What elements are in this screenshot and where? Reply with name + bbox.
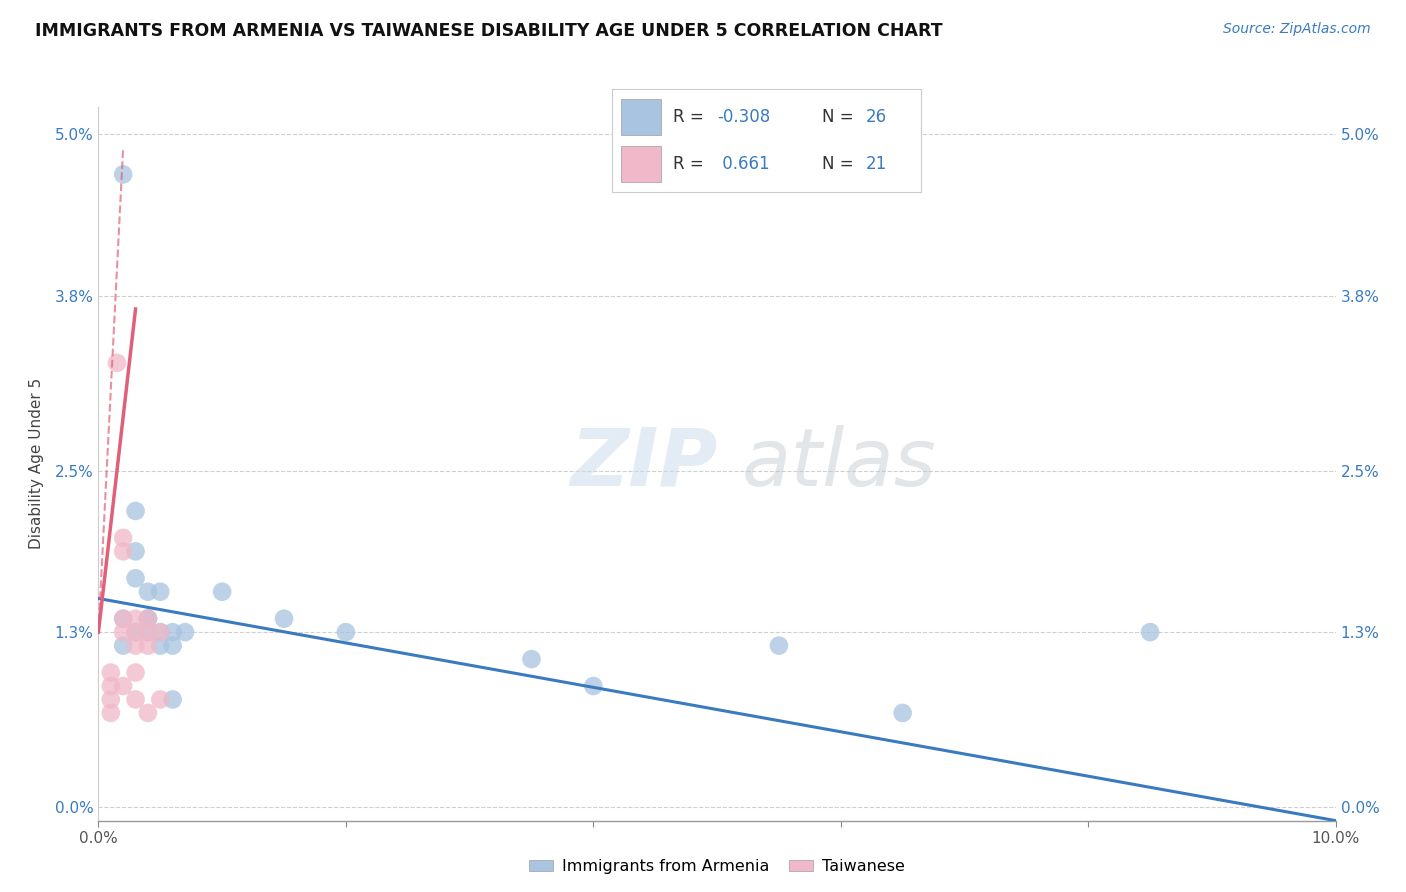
Point xyxy=(582,679,605,693)
Point xyxy=(124,625,146,640)
Point xyxy=(136,584,159,599)
Point xyxy=(112,167,135,181)
Point xyxy=(124,544,146,558)
Point xyxy=(112,625,135,640)
Text: R =: R = xyxy=(673,109,710,127)
Point xyxy=(112,679,135,693)
Text: R =: R = xyxy=(673,154,710,172)
Point xyxy=(211,584,233,599)
Point xyxy=(149,584,172,599)
Point xyxy=(1139,625,1161,640)
Point xyxy=(520,652,543,666)
Text: IMMIGRANTS FROM ARMENIA VS TAIWANESE DISABILITY AGE UNDER 5 CORRELATION CHART: IMMIGRANTS FROM ARMENIA VS TAIWANESE DIS… xyxy=(35,22,943,40)
Point xyxy=(891,706,914,720)
Point xyxy=(174,625,197,640)
Point xyxy=(149,692,172,706)
Point xyxy=(112,612,135,626)
Text: 0.661: 0.661 xyxy=(717,154,769,172)
Point xyxy=(136,625,159,640)
Point xyxy=(273,612,295,626)
Bar xyxy=(621,145,661,181)
Point xyxy=(105,356,128,370)
Point xyxy=(112,639,135,653)
Point xyxy=(124,612,146,626)
Point xyxy=(768,639,790,653)
Point xyxy=(149,625,172,640)
Bar xyxy=(621,99,661,136)
Text: 26: 26 xyxy=(865,109,886,127)
Text: N =: N = xyxy=(823,109,859,127)
Point xyxy=(112,544,135,558)
Point xyxy=(124,665,146,680)
Point xyxy=(136,706,159,720)
Point xyxy=(100,679,122,693)
Point xyxy=(136,612,159,626)
Point xyxy=(124,692,146,706)
Point xyxy=(100,692,122,706)
Text: N =: N = xyxy=(823,154,859,172)
Point xyxy=(100,665,122,680)
Text: Source: ZipAtlas.com: Source: ZipAtlas.com xyxy=(1223,22,1371,37)
Point xyxy=(335,625,357,640)
Y-axis label: Disability Age Under 5: Disability Age Under 5 xyxy=(28,378,44,549)
Text: -0.308: -0.308 xyxy=(717,109,770,127)
Point xyxy=(149,639,172,653)
Point xyxy=(124,504,146,518)
Point xyxy=(124,639,146,653)
Point xyxy=(136,639,159,653)
Point xyxy=(112,612,135,626)
Point xyxy=(100,706,122,720)
Legend: Immigrants from Armenia, Taiwanese: Immigrants from Armenia, Taiwanese xyxy=(523,853,911,880)
Point xyxy=(149,625,172,640)
Point xyxy=(162,692,184,706)
Point xyxy=(136,612,159,626)
Point xyxy=(112,531,135,545)
Point xyxy=(124,625,146,640)
Point xyxy=(162,625,184,640)
Text: 21: 21 xyxy=(865,154,887,172)
Point xyxy=(136,625,159,640)
Text: ZIP: ZIP xyxy=(569,425,717,503)
Point xyxy=(136,612,159,626)
Point xyxy=(124,571,146,585)
Point xyxy=(162,639,184,653)
Text: atlas: atlas xyxy=(742,425,936,503)
